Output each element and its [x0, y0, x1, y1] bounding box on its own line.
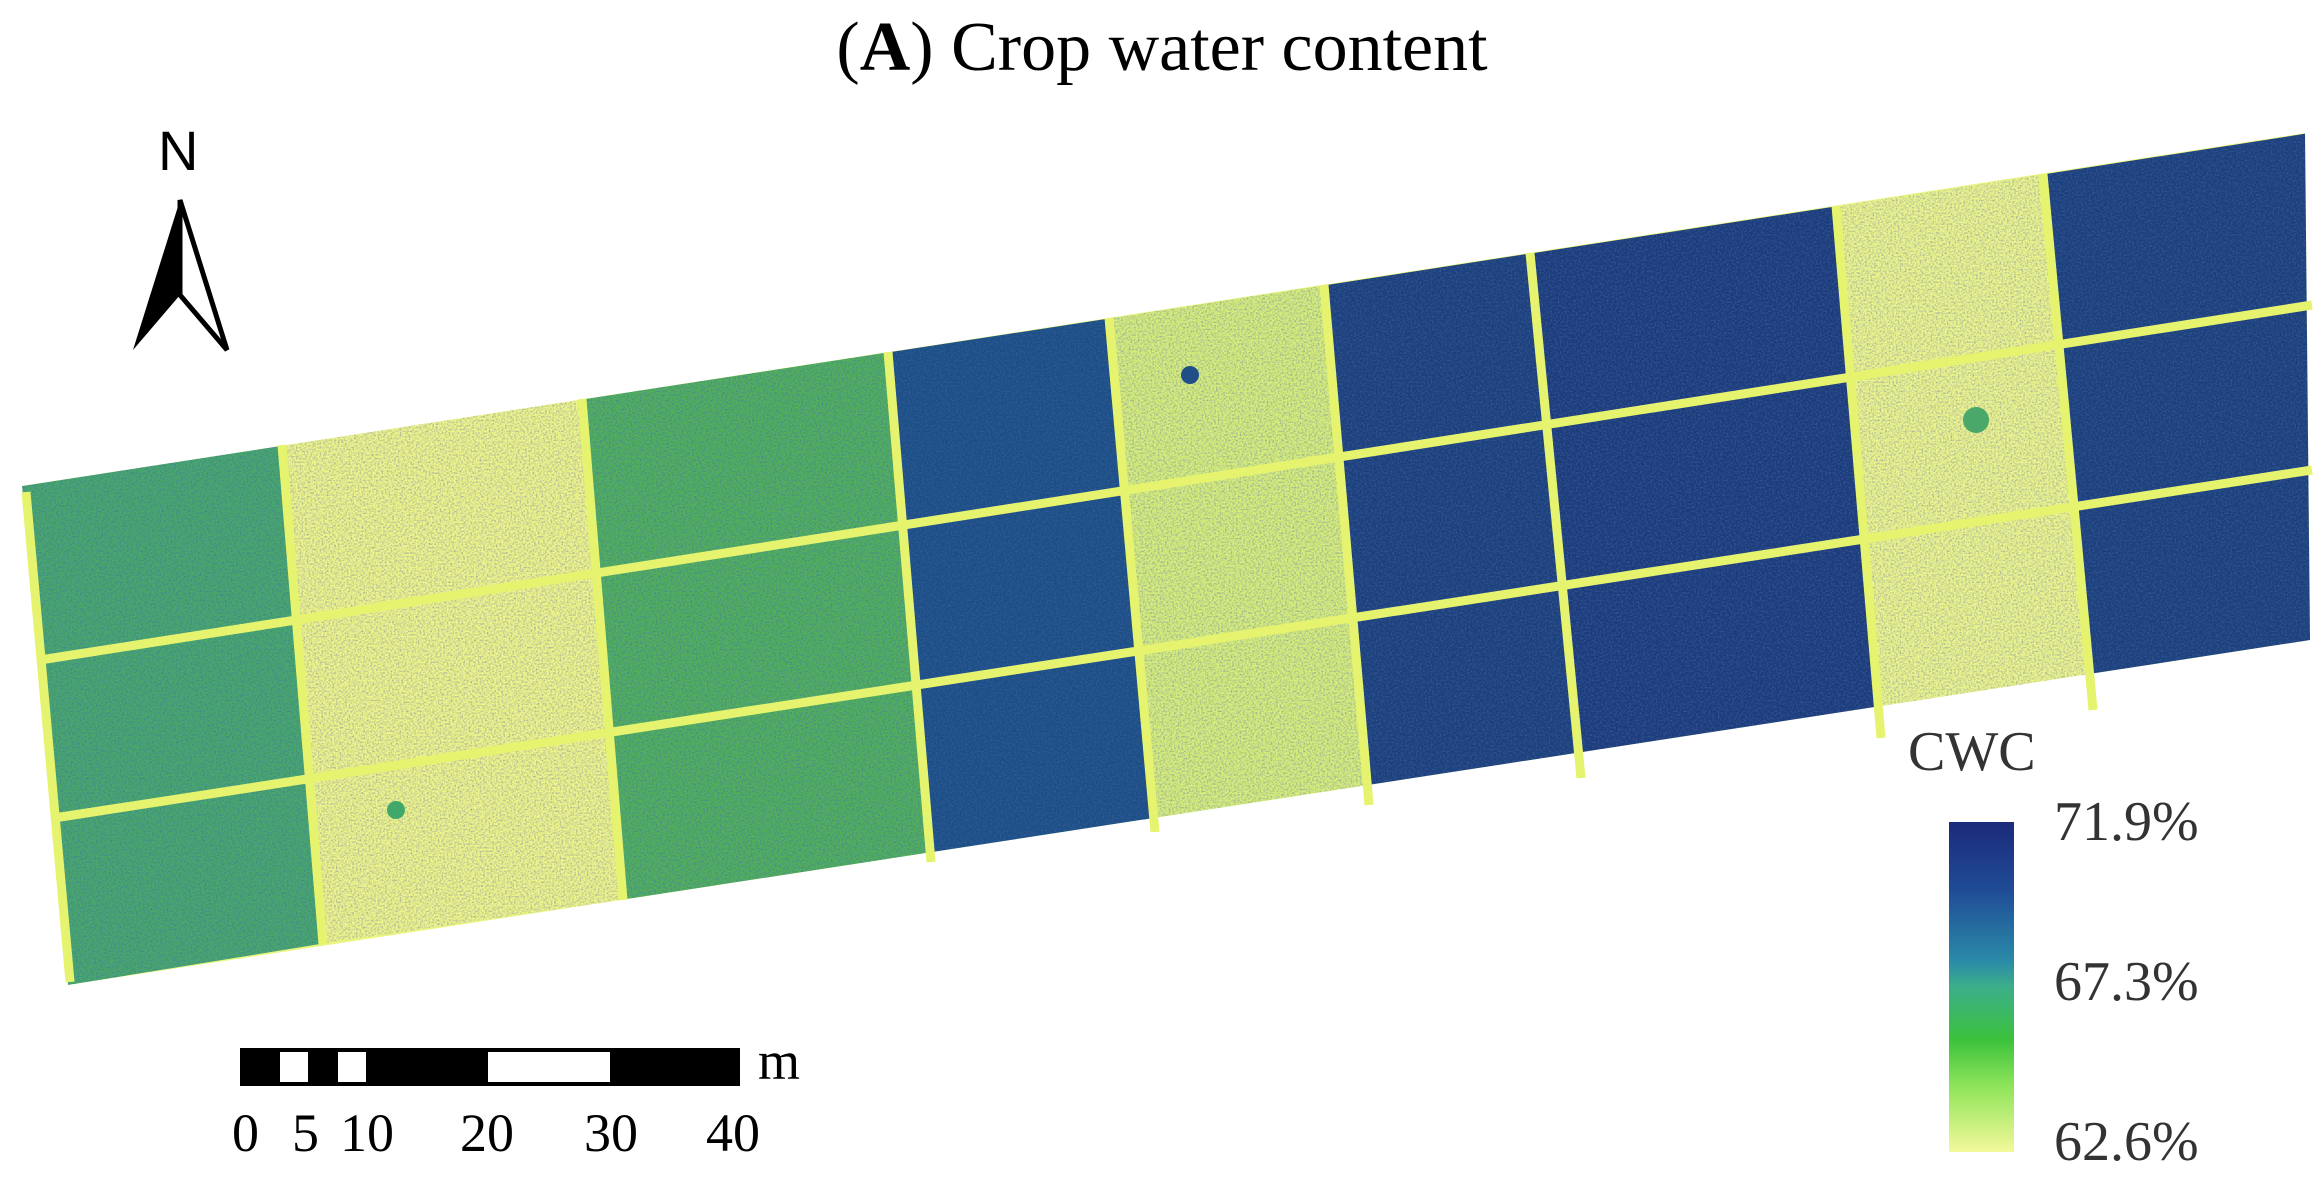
spot [387, 801, 405, 819]
path-vertical-8 [2038, 173, 2098, 711]
plot-column-3 [585, 353, 928, 899]
plot-column-1 [22, 446, 320, 985]
title-text: Crop water content [951, 9, 1488, 86]
scale-label-0: 0 [232, 1103, 259, 1163]
scale-label-40: 40 [706, 1103, 760, 1163]
path-vertical-4 [1104, 317, 1160, 833]
panel-letter: A [859, 9, 911, 86]
path-field-edge-left [21, 491, 75, 983]
scale-segment [308, 1052, 338, 1082]
north-arrow-icon [133, 199, 230, 352]
plot-column-6 [1327, 254, 1578, 804]
map-title: (A) Crop water content [836, 9, 1488, 86]
scale-segment [338, 1052, 366, 1082]
path-horizontal-2 [53, 465, 2313, 823]
legend-title: CWC [1908, 721, 2036, 783]
scale-label-30: 30 [584, 1103, 638, 1163]
scale-label-5: 5 [292, 1103, 319, 1163]
scale-label-20: 20 [460, 1103, 514, 1163]
scale-segment [244, 1052, 280, 1082]
plot-column-7 [1534, 207, 1878, 777]
scale-segment [280, 1052, 308, 1082]
path-vertical-5 [1319, 284, 1374, 806]
spot [1181, 366, 1199, 384]
plot-column-2 [285, 400, 620, 943]
legend-max-label: 71.9% [2054, 791, 2199, 853]
scale-segment [488, 1052, 610, 1082]
path-vertical-2 [577, 398, 628, 901]
plot-column-4 [891, 319, 1152, 861]
scale-unit: m [758, 1031, 801, 1091]
legend-color-ramp [1949, 822, 2014, 1152]
legend-min-label: 62.6% [2054, 1111, 2199, 1173]
plot-column-8 [1839, 175, 2090, 737]
path-vertical-3 [883, 351, 936, 863]
plot-column-9 [2046, 133, 2310, 709]
north-label: N [158, 119, 199, 182]
scale-segment [610, 1052, 736, 1082]
path-vertical-6 [1525, 252, 1586, 779]
path-vertical-7 [1831, 205, 1886, 739]
path-horizontal-1 [39, 300, 2313, 665]
plot-column-5 [1112, 286, 1366, 831]
scale-bar [240, 1048, 740, 1086]
legend-mid-label: 67.3% [2054, 951, 2199, 1013]
spot [1963, 407, 1989, 433]
path-vertical-1 [277, 444, 328, 945]
scale-label-10: 10 [340, 1103, 394, 1163]
scale-segment [366, 1052, 488, 1082]
